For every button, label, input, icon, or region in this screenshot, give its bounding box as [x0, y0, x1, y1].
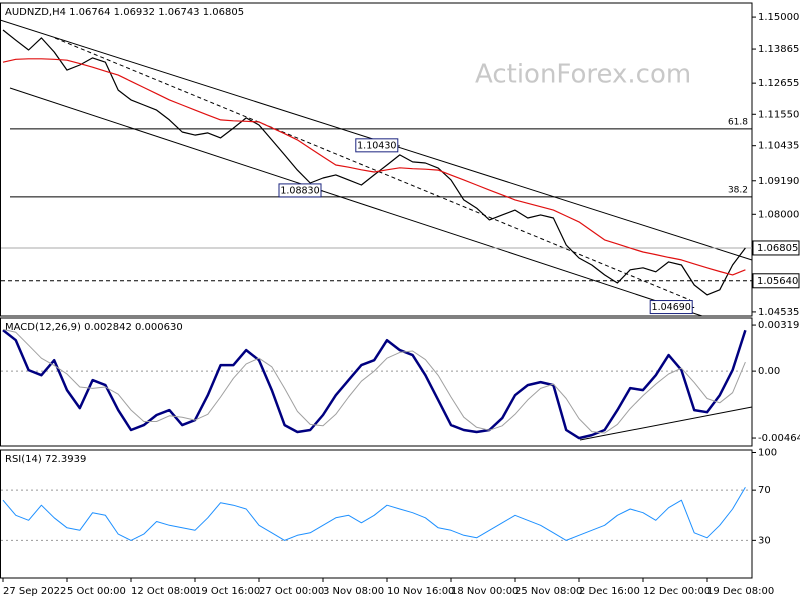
annotation-box	[355, 138, 399, 153]
annotation-label: 1.08830	[280, 185, 319, 196]
y-tick-label: 1.11550	[758, 109, 799, 120]
panel-title: MACD(12,26,9) 0.002842 0.000630	[5, 322, 183, 333]
macd-trendline	[579, 406, 753, 441]
watermark: ActionForex.com	[475, 60, 691, 90]
series-line	[2, 328, 746, 434]
panel-frame	[0, 449, 753, 579]
y-tick-label: 1.12655	[758, 78, 799, 89]
price-label-box	[752, 240, 800, 256]
y-tick-label: 1.04535	[758, 307, 799, 318]
y-tick-label: 1.10435	[758, 141, 799, 152]
series-line	[2, 329, 747, 440]
y-tick-label: 0.00	[758, 366, 780, 377]
panel-frame	[0, 2, 753, 317]
y-tick-label: 0.003199	[758, 320, 800, 331]
y-tick-label: 1.08000	[758, 209, 799, 220]
annotation-label: 1.10430	[357, 140, 396, 151]
series-line	[2, 29, 746, 296]
price-label-box	[752, 273, 800, 289]
x-tick-label: 5 Oct 00:00	[67, 586, 126, 597]
x-tick-label: 18 Nov 00:00	[451, 586, 518, 597]
channel-lower	[9, 87, 703, 317]
x-tick-label: 2 Dec 16:00	[579, 586, 640, 597]
price-label: 1.06805	[757, 243, 798, 254]
y-tick-label: 30	[758, 535, 771, 546]
panel-title: AUDNZD,H4 1.06764 1.06932 1.06743 1.0680…	[5, 7, 244, 18]
annotation-label: 1.04690	[652, 302, 691, 313]
y-tick-label: -0.004647	[758, 433, 800, 444]
y-tick-label: 1.13865	[758, 44, 799, 55]
y-tick-label: 1.15000	[758, 12, 799, 23]
x-tick-label: 25 Nov 08:00	[515, 586, 582, 597]
annotation-box	[649, 300, 693, 315]
x-tick-label: 19 Oct 16:00	[195, 586, 260, 597]
x-tick-label: 12 Dec 00:00	[643, 586, 710, 597]
y-tick-label: 100	[758, 448, 777, 459]
channel-mid	[54, 37, 691, 301]
y-tick-label: 1.09190	[758, 176, 799, 187]
series-line	[2, 486, 746, 541]
x-tick-label: 12 Oct 08:00	[131, 586, 196, 597]
fib-label: 38.2	[728, 185, 748, 195]
panel-title: RSI(14) 72.3939	[5, 454, 86, 465]
panel-frame	[0, 317, 753, 447]
series-line	[2, 58, 746, 276]
y-tick-label: 70	[758, 485, 771, 496]
x-tick-label: 10 Nov 16:00	[387, 586, 454, 597]
fib-label: 61.8	[728, 117, 748, 127]
annotation-box	[278, 183, 322, 198]
price-label: 1.05640	[757, 276, 798, 287]
x-tick-label: 19 Dec 08:00	[707, 586, 774, 597]
x-tick-label: 3 Nov 08:00	[323, 586, 384, 597]
x-tick-label: 27 Oct 00:00	[259, 586, 324, 597]
x-tick-label: 27 Sep 2022	[3, 586, 66, 597]
